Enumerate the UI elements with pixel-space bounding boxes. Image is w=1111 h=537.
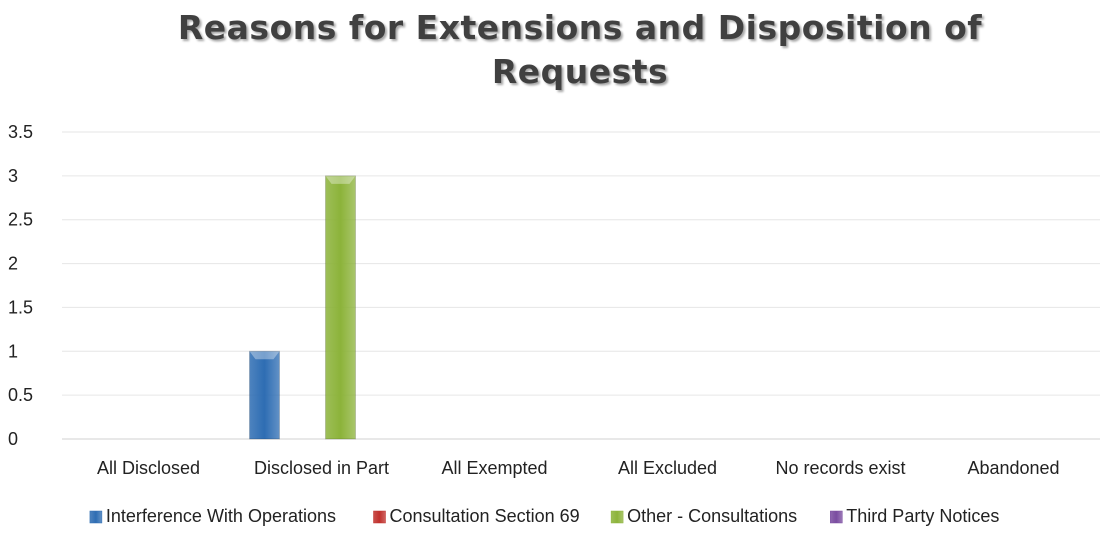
- chart-title: Reasons for Extensions and Disposition o…: [177, 8, 983, 91]
- y-axis-ticks: 0 0.5 1 1.5 2 2.5 3 3.5: [8, 122, 33, 449]
- x-category-label: All Excluded: [618, 458, 717, 478]
- x-category-label: Abandoned: [967, 458, 1059, 478]
- bar-body: [325, 175, 356, 439]
- legend-swatch: [89, 510, 103, 524]
- legend-item: Other - Consultations: [610, 506, 797, 526]
- legend-label: Other - Consultations: [627, 506, 797, 526]
- legend-item: Consultation Section 69: [373, 506, 580, 526]
- x-category-label: Disclosed in Part: [254, 458, 389, 478]
- bar-outline: [249, 350, 280, 440]
- x-category-label: All Exempted: [441, 458, 547, 478]
- x-category-label: No records exist: [775, 458, 905, 478]
- bar-body: [249, 351, 280, 439]
- y-tick-label: 0: [8, 429, 18, 449]
- y-tick-label: 3: [8, 166, 18, 186]
- gridlines: [62, 131, 1100, 440]
- legend-label: Consultation Section 69: [390, 506, 580, 526]
- bar: [249, 350, 280, 440]
- legend-swatch: [610, 510, 624, 524]
- y-tick-label: 3.5: [8, 122, 33, 142]
- bar-bevel: [325, 175, 356, 184]
- bar-outline: [325, 175, 356, 440]
- y-tick-label: 2: [8, 254, 18, 274]
- x-axis-categories: All Disclosed Disclosed in Part All Exempt…: [97, 458, 1060, 478]
- legend-swatch: [373, 510, 386, 524]
- y-tick-label: 0.5: [8, 385, 33, 405]
- y-tick-label: 2.5: [8, 210, 33, 230]
- legend-label: Interference With Operations: [106, 506, 336, 526]
- legend-swatch: [830, 510, 843, 524]
- legend-item: Interference With Operations: [89, 506, 336, 526]
- bar: [325, 175, 356, 440]
- bars: [249, 175, 356, 440]
- y-tick-label: 1.5: [8, 297, 33, 317]
- legend-label: Third Party Notices: [846, 506, 999, 526]
- bar-bevel: [249, 351, 280, 360]
- y-tick-label: 1: [8, 341, 18, 361]
- x-category-label: All Disclosed: [97, 458, 200, 478]
- legend-item: Third Party Notices: [830, 506, 999, 526]
- legend: Interference With Operations Consultation…: [89, 506, 999, 526]
